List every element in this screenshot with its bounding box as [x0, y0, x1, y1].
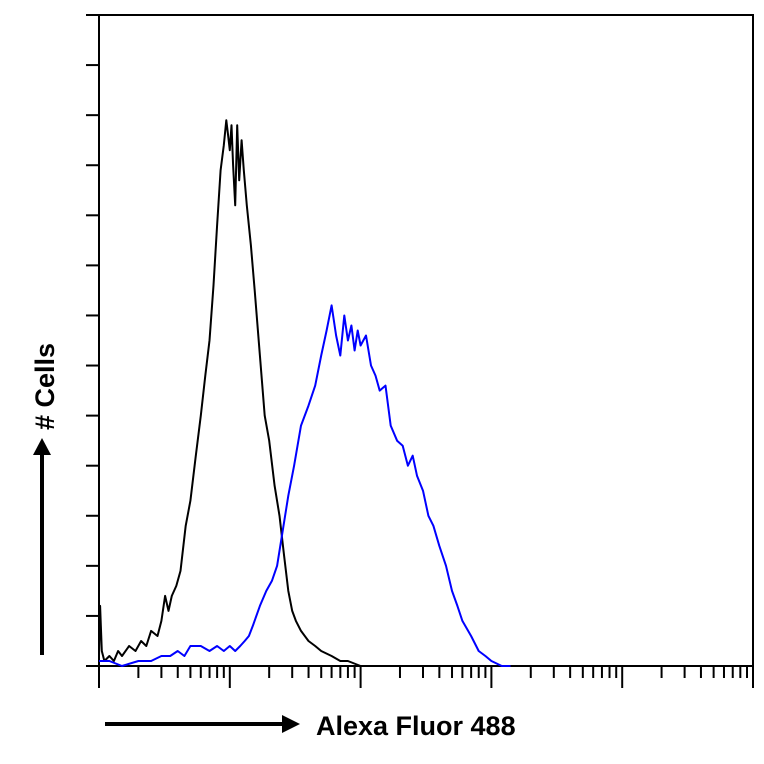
- y-axis-arrow-head: [33, 438, 51, 455]
- x-axis-label: Alexa Fluor 488: [316, 711, 516, 741]
- x-axis-arrow-head: [282, 715, 300, 733]
- histogram-series: [98, 119, 511, 667]
- histogram-line-blue: [99, 304, 511, 667]
- histogram-line-black: [98, 119, 361, 667]
- x-axis-ticks: [98, 666, 754, 688]
- y-axis-ticks: [86, 14, 99, 667]
- plot-frame: [98, 14, 754, 667]
- y-axis-label: # Cells: [30, 343, 60, 430]
